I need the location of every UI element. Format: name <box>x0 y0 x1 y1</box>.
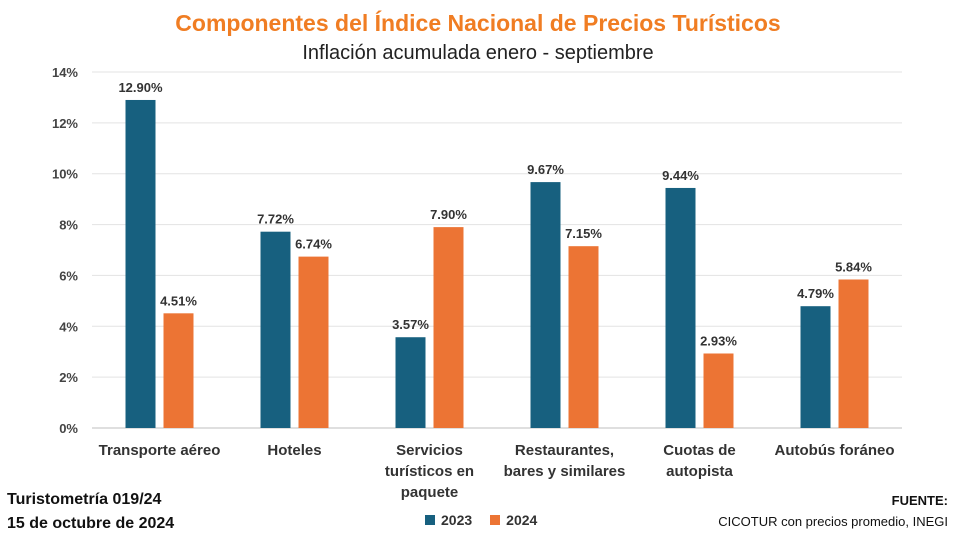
source-info: FUENTE: CICOTUR con precios promedio, IN… <box>718 490 948 532</box>
bar-2023 <box>530 182 561 428</box>
x-tick-label: turísticos en <box>385 463 474 480</box>
data-label: 7.90% <box>430 207 467 222</box>
legend-label-2024: 2024 <box>506 512 538 528</box>
data-label: 9.44% <box>662 168 699 183</box>
x-tick-label: paquete <box>401 484 459 501</box>
x-tick-label: Restaurantes, <box>515 442 614 459</box>
data-label: 7.72% <box>257 212 294 227</box>
bar-2024 <box>433 227 464 428</box>
x-tick-label: bares y similares <box>504 463 626 480</box>
legend-item-2023: 2023 <box>425 512 472 528</box>
data-label: 5.84% <box>835 259 872 274</box>
report-date: 15 de octubre de 2024 <box>7 515 175 532</box>
data-label: 3.57% <box>392 317 429 332</box>
bar-2024 <box>703 353 734 428</box>
bar-2024 <box>568 246 599 428</box>
data-label: 6.74% <box>295 237 332 252</box>
legend-swatch-2024 <box>490 515 501 525</box>
bar-2024 <box>298 256 329 428</box>
bar-2023 <box>125 99 156 428</box>
data-label: 4.79% <box>797 286 834 301</box>
x-tick-label: Cuotas de <box>663 442 736 459</box>
legend-swatch-2023 <box>425 515 435 525</box>
chart-title: Componentes del Índice Nacional de Preci… <box>175 10 781 36</box>
data-label: 4.51% <box>160 293 197 308</box>
x-tick-label: Servicios <box>396 442 463 459</box>
report-number: Turistometría 019/24 <box>7 491 162 508</box>
bar-2023 <box>800 306 831 428</box>
y-tick-label: 2% <box>59 370 78 385</box>
bar-2024 <box>838 279 869 428</box>
x-tick-label: Hoteles <box>267 442 321 459</box>
legend-label-2023: 2023 <box>441 512 473 528</box>
x-tick-label: autopista <box>666 463 733 480</box>
data-label: 7.15% <box>565 226 602 241</box>
x-tick-label: Transporte aéreo <box>99 442 221 459</box>
y-tick-label: 10% <box>52 167 78 182</box>
y-tick-label: 4% <box>59 319 78 334</box>
bar-2023 <box>395 337 426 428</box>
bar-2023 <box>665 187 696 428</box>
legend-item-2024: 2024 <box>490 512 537 528</box>
source-text: CICOTUR con precios promedio, INEGI <box>718 514 948 529</box>
bar-2024 <box>163 313 194 428</box>
legend: 2023 2024 <box>425 512 537 528</box>
y-tick-label: 0% <box>59 421 78 436</box>
data-label: 9.67% <box>527 162 564 177</box>
bar-2023 <box>260 231 291 428</box>
data-label: 12.90% <box>118 80 163 95</box>
data-label: 2.93% <box>700 333 737 348</box>
source-label: FUENTE: <box>891 493 948 508</box>
y-tick-label: 8% <box>59 218 78 233</box>
y-tick-label: 14% <box>52 65 78 80</box>
x-tick-label: Autobús foráneo <box>775 442 895 459</box>
y-tick-label: 6% <box>59 268 78 283</box>
chart-subtitle: Inflación acumulada enero - septiembre <box>302 42 654 64</box>
y-tick-label: 12% <box>52 116 78 131</box>
report-info: Turistometría 019/24 15 de octubre de 20… <box>7 488 174 536</box>
